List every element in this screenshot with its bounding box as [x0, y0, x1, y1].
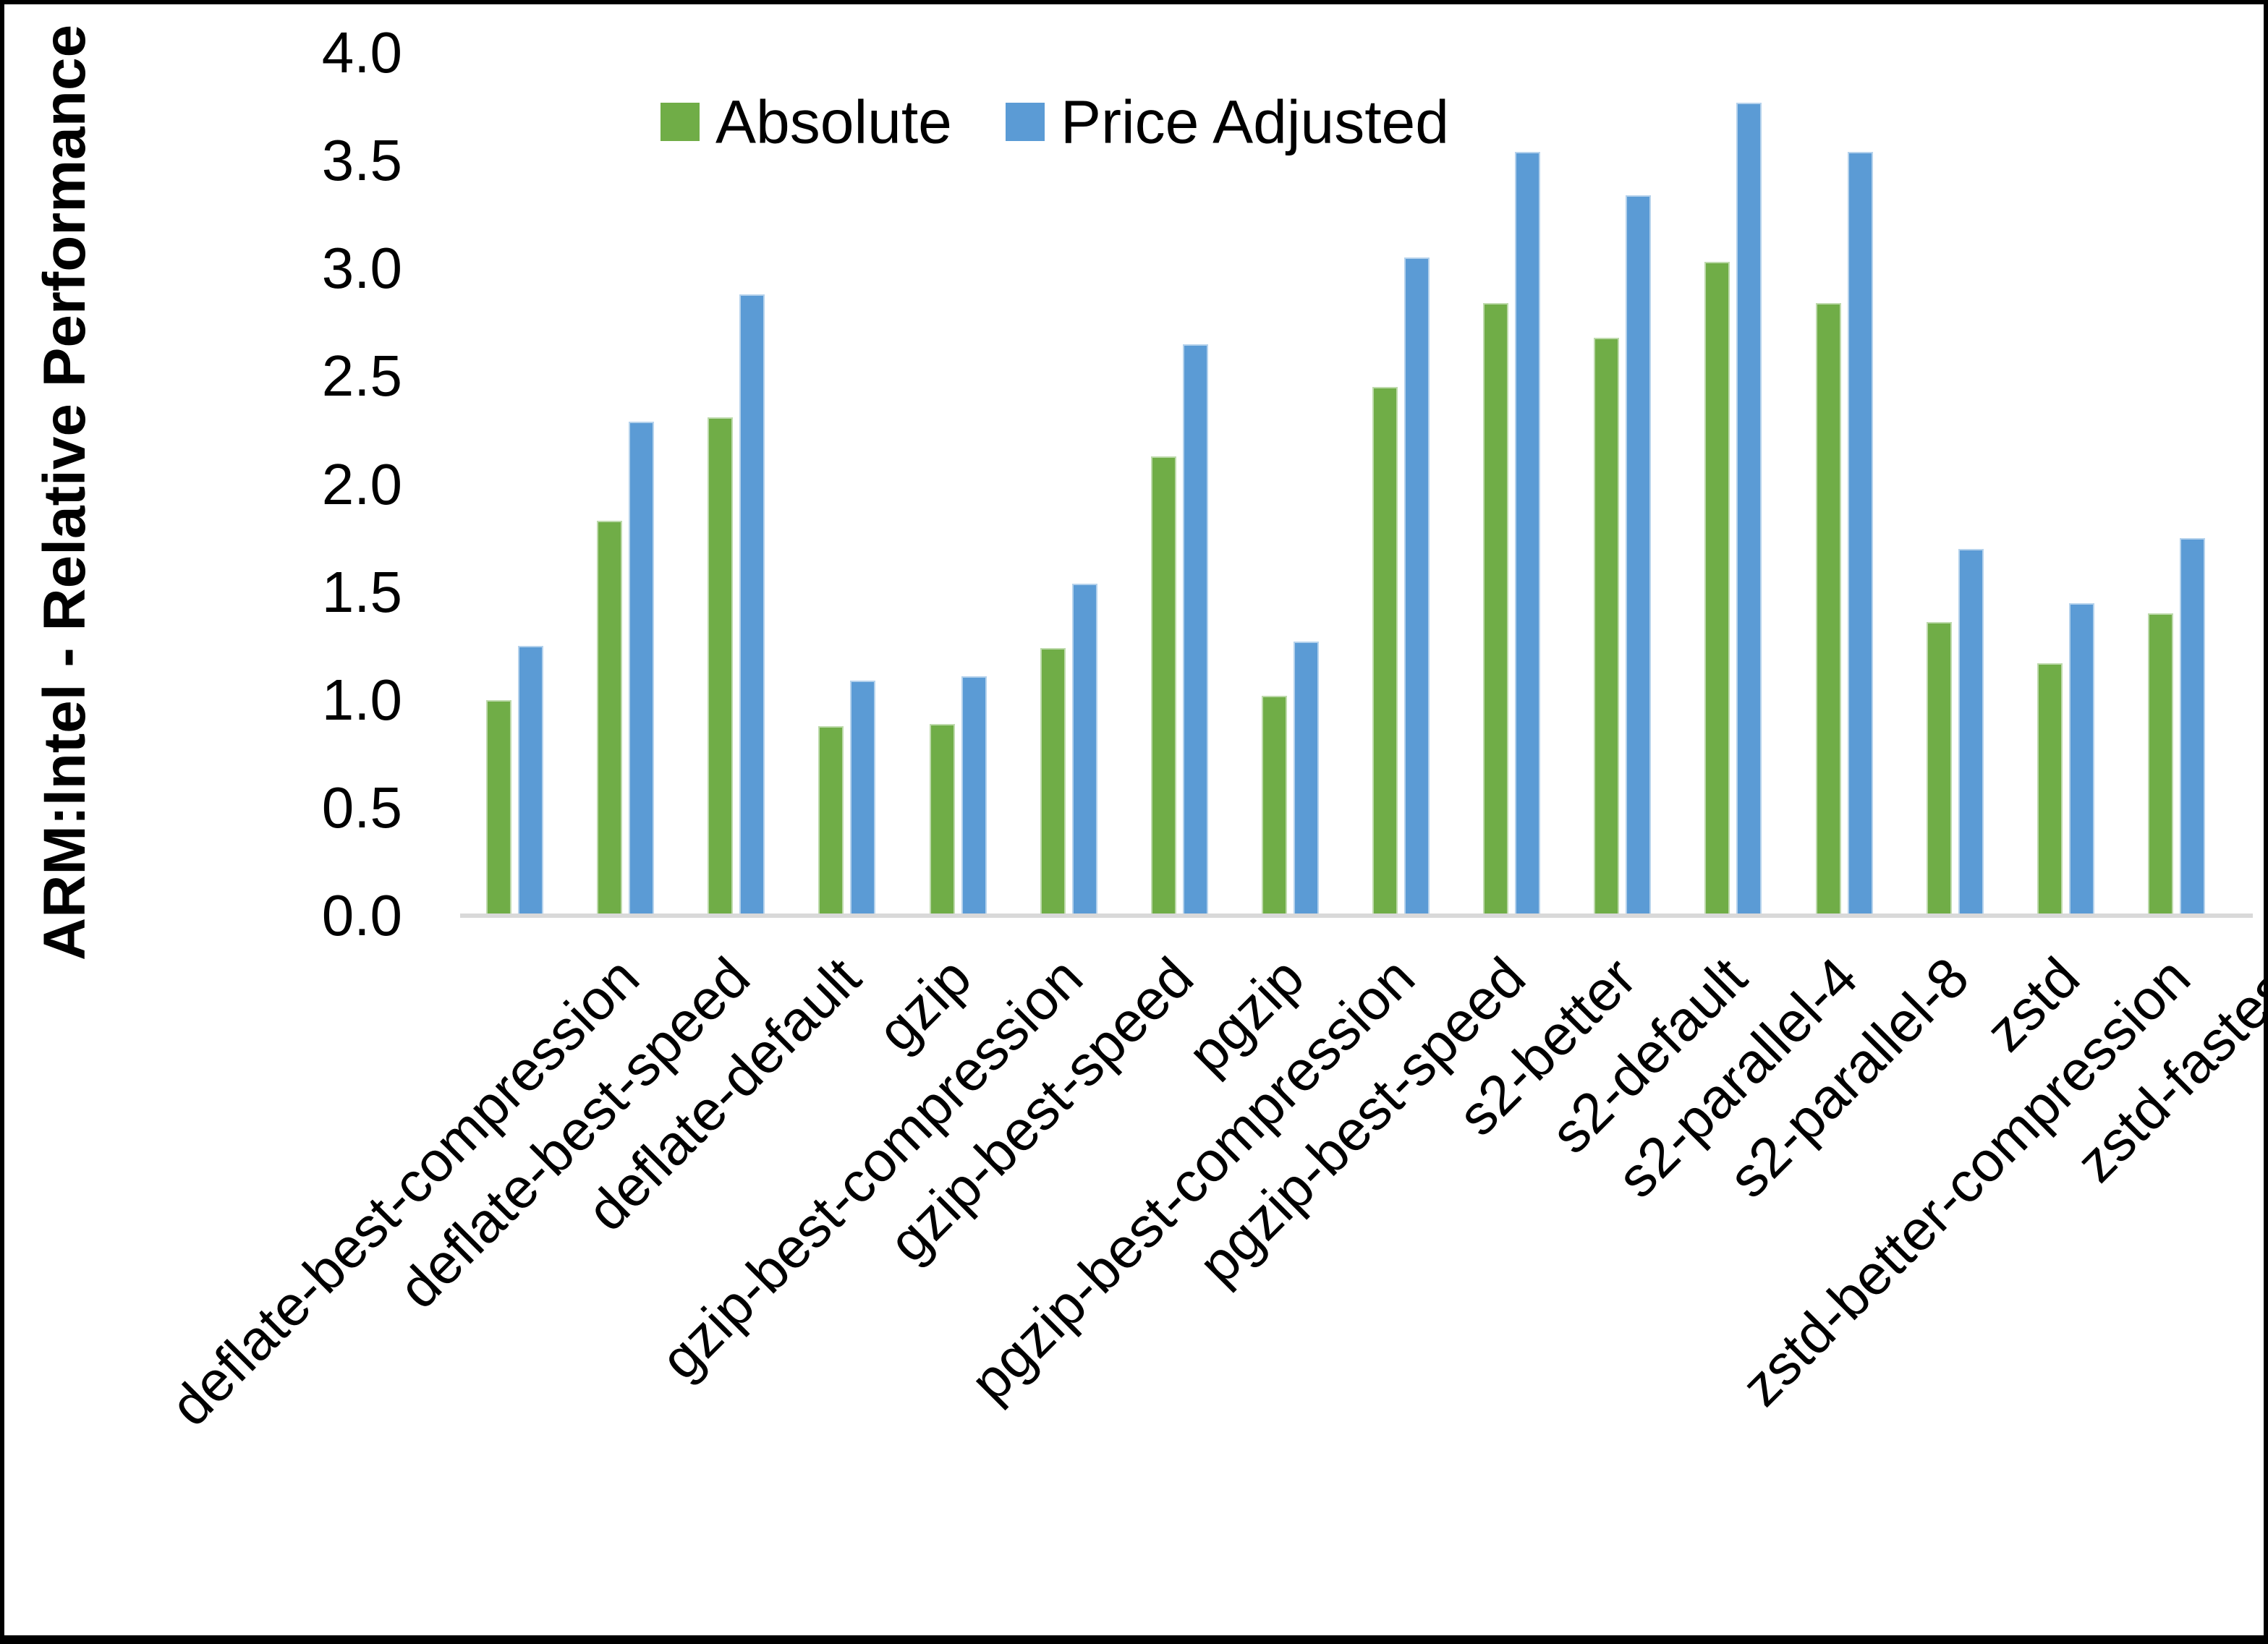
bar-price-adjusted-zstd-fastest: [2179, 538, 2205, 916]
bar-absolute-s2-parallel-4: [1704, 262, 1730, 916]
bar-price-adjusted-deflate-default: [739, 294, 765, 916]
y-axis-title: ARM:Intel - Relative Performance: [32, 24, 98, 961]
legend-swatch-price-adjusted: [1006, 103, 1045, 141]
bar-absolute-deflate-best-compression: [486, 699, 511, 916]
y-tick-label-1.0: 1.0: [321, 667, 402, 732]
legend-label-price-adjusted: Price Adjusted: [1061, 88, 1449, 156]
bar-absolute-zstd-better-compression: [2036, 663, 2063, 916]
legend-label-absolute: Absolute: [715, 88, 952, 156]
y-tick-label-0.5: 0.5: [321, 775, 402, 840]
bar-absolute-s2-default: [1594, 337, 1620, 916]
bar-absolute-zstd: [1926, 622, 1952, 916]
bar-price-adjusted-pgzip-best-speed: [1404, 257, 1430, 916]
bar-price-adjusted-s2-better: [1515, 152, 1541, 916]
y-tick-label-0.0: 0.0: [321, 883, 402, 947]
y-tick-label-3.5: 3.5: [321, 128, 402, 193]
bar-price-adjusted-zstd: [1958, 548, 1984, 916]
x-tick-label-deflate-best-compression: deflate-best-compression: [158, 945, 651, 1439]
bar-absolute-pgzip-best-compression: [1261, 695, 1287, 916]
y-tick-label-1.5: 1.5: [321, 559, 402, 624]
bar-absolute-s2-parallel-8: [1815, 302, 1841, 916]
y-tick-label-4.0: 4.0: [321, 20, 402, 85]
bar-absolute-gzip-best-speed: [1040, 648, 1066, 916]
legend-swatch-absolute: [661, 103, 700, 141]
bar-price-adjusted-zstd-better-compression: [2068, 602, 2094, 916]
bar-price-adjusted-s2-parallel-4: [1736, 102, 1762, 916]
bar-absolute-deflate-default: [708, 417, 734, 916]
y-tick-label-2.0: 2.0: [321, 451, 402, 516]
bar-absolute-zstd-fastest: [2147, 613, 2173, 916]
bar-price-adjusted-pgzip: [1182, 344, 1208, 916]
bar-price-adjusted-deflate-best-compression: [518, 646, 543, 916]
bar-price-adjusted-s2-default: [1626, 195, 1652, 916]
y-tick-label-2.5: 2.5: [321, 344, 402, 409]
x-axis-line: [460, 913, 2253, 918]
bar-absolute-pgzip-best-speed: [1372, 387, 1398, 916]
bar-absolute-s2-better: [1483, 302, 1509, 916]
bar-price-adjusted-pgzip-best-compression: [1293, 642, 1319, 916]
bar-price-adjusted-gzip-best-speed: [1071, 583, 1097, 916]
bar-absolute-deflate-best-speed: [597, 521, 623, 916]
bar-price-adjusted-gzip: [850, 680, 876, 916]
bar-absolute-gzip-best-compression: [929, 723, 955, 916]
bar-price-adjusted-gzip-best-compression: [961, 676, 987, 916]
bar-price-adjusted-s2-parallel-8: [1847, 152, 1873, 916]
bar-absolute-gzip: [818, 725, 844, 916]
bar-price-adjusted-deflate-best-speed: [629, 422, 655, 916]
y-tick-label-3.0: 3.0: [321, 236, 402, 301]
bar-absolute-pgzip: [1150, 456, 1176, 916]
